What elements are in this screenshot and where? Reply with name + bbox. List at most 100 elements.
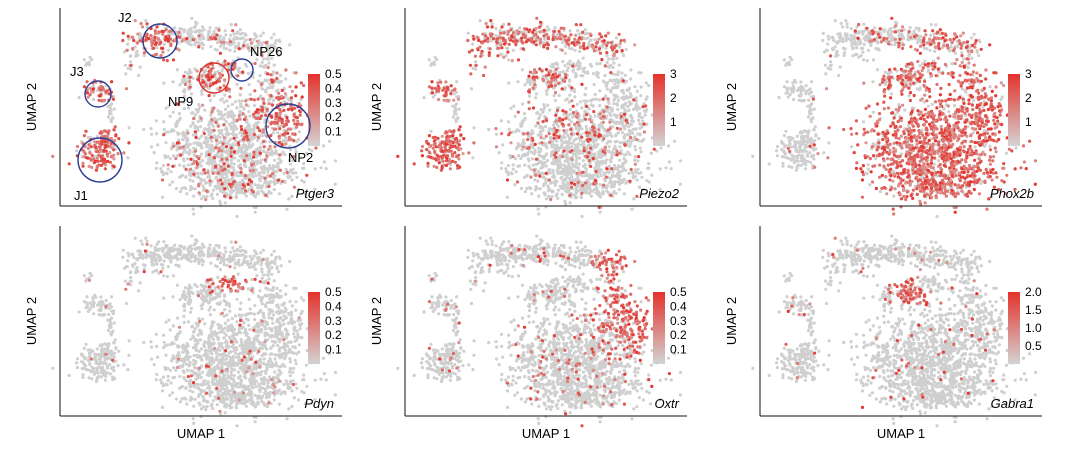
cell-point-expressing: [500, 132, 504, 136]
cell-point-expressing: [93, 140, 97, 144]
cell-point: [554, 193, 558, 198]
cell-point-expressing: [600, 35, 604, 39]
cell-point: [518, 26, 522, 30]
cell-point: [543, 125, 548, 129]
cell-point-expressing: [486, 36, 490, 41]
cell-point-expressing: [85, 80, 89, 84]
cell-point: [630, 207, 634, 211]
cell-point-expressing: [531, 106, 536, 110]
cell-point-expressing: [601, 114, 605, 118]
cell-point-expressing: [588, 32, 592, 36]
cell-point-expressing: [228, 40, 232, 44]
cell-point-expressing: [299, 81, 303, 85]
cell-point: [106, 104, 110, 108]
cell-point-expressing: [589, 146, 593, 150]
cell-point: [619, 111, 623, 116]
cell-point: [627, 128, 631, 133]
cell-point: [595, 163, 599, 167]
cell-point: [527, 165, 531, 169]
cell-point: [191, 122, 196, 126]
cell-point-expressing: [290, 89, 294, 93]
cell-point-expressing: [488, 47, 492, 51]
cell-point-expressing: [574, 33, 578, 37]
cell-point: [255, 192, 259, 196]
cell-point: [806, 154, 810, 158]
cell-point-expressing: [270, 115, 274, 119]
cell-point: [528, 94, 532, 98]
cell-point: [263, 88, 267, 92]
cell-point-expressing: [182, 74, 186, 78]
cell-point: [598, 210, 602, 214]
cell-point-expressing: [106, 159, 110, 163]
cell-point: [616, 107, 620, 112]
cell-point: [785, 80, 789, 84]
cell-point-expressing: [521, 47, 525, 51]
cell-point: [228, 48, 232, 52]
cell-point-expressing: [618, 151, 622, 155]
cell-point: [182, 159, 186, 163]
cell-point-expressing: [529, 39, 533, 43]
cell-point-expressing: [294, 71, 298, 75]
cell-point: [225, 131, 229, 136]
cell-point-expressing: [564, 110, 568, 114]
cell-point-expressing: [264, 113, 268, 117]
cell-point: [128, 54, 132, 58]
cell-point-expressing: [166, 163, 170, 167]
cell-point-expressing: [240, 127, 244, 132]
cell-point: [577, 168, 581, 172]
cell-point: [602, 134, 607, 138]
cell-point: [543, 144, 547, 148]
cell-point: [775, 154, 779, 158]
cell-point-expressing: [241, 70, 245, 74]
cell-point: [960, 51, 964, 55]
cell-point: [189, 96, 193, 100]
cell-point: [291, 167, 295, 172]
cell-point: [862, 36, 866, 40]
cell-point: [520, 68, 524, 72]
cell-point: [871, 58, 876, 62]
cell-point: [667, 160, 671, 164]
cell-point-expressing: [145, 32, 149, 36]
cell-point: [530, 150, 534, 154]
cell-point: [123, 63, 127, 67]
cell-point: [623, 107, 627, 111]
cell-point: [82, 58, 86, 62]
cell-point-expressing: [261, 97, 265, 101]
cell-point: [568, 201, 572, 205]
cell-point: [278, 161, 282, 165]
cell-point-expressing: [453, 87, 457, 91]
cell-point-expressing: [447, 157, 452, 161]
cell-point: [207, 120, 211, 124]
cell-point: [616, 131, 620, 135]
cell-point: [233, 100, 238, 104]
cell-point: [564, 98, 568, 102]
cell-point: [269, 36, 274, 40]
cell-point-expressing: [85, 91, 89, 95]
cell-point-expressing: [603, 64, 607, 68]
cell-point: [260, 134, 264, 138]
cell-point-expressing: [445, 139, 449, 143]
cell-point: [182, 89, 186, 93]
cell-point: [836, 40, 840, 44]
cell-point-expressing: [538, 30, 542, 34]
cell-point: [224, 179, 228, 183]
cell-point: [918, 34, 923, 38]
cell-point: [175, 68, 179, 72]
cell-point-expressing: [114, 133, 118, 137]
cell-point: [221, 61, 225, 66]
cell-point-expressing: [103, 129, 107, 133]
cell-point-expressing: [441, 149, 445, 153]
cell-point-expressing: [527, 89, 531, 93]
cell-point: [804, 140, 808, 144]
cell-point: [210, 143, 214, 148]
cell-point: [186, 32, 190, 36]
cell-point: [223, 93, 227, 97]
cell-point: [144, 19, 148, 23]
cell-point-expressing: [275, 76, 279, 80]
cell-point: [289, 170, 293, 174]
cell-point-expressing: [448, 167, 452, 171]
cell-point-expressing: [585, 104, 589, 108]
cell-point-expressing: [200, 74, 204, 78]
cell-point-expressing: [267, 184, 271, 189]
